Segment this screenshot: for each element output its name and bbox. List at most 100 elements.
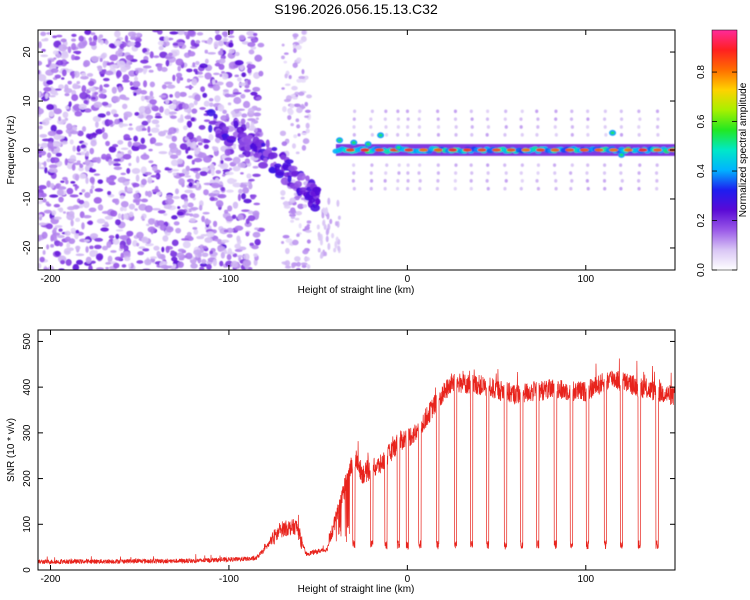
snr-x-axis-label: Height of straight line (km) xyxy=(298,584,415,595)
spectrogram-cell xyxy=(135,125,143,132)
spectrogram-cell xyxy=(322,207,326,214)
spectrogram-cell xyxy=(586,186,590,191)
spectrogram-cell xyxy=(83,200,90,209)
spectrogram-cell xyxy=(306,264,311,270)
spectrogram-cell xyxy=(233,120,239,129)
spectrogram-cell xyxy=(623,148,633,152)
spectrogram-cell xyxy=(406,171,410,175)
spectrogram-cell xyxy=(351,141,356,145)
spectrogram-cell xyxy=(190,117,196,122)
spectrogram-cell xyxy=(569,186,573,191)
spectrogram-cell xyxy=(383,186,387,191)
spectrogram-cell xyxy=(315,198,321,206)
spectrogram-cell xyxy=(74,232,79,240)
spectrogram-cell xyxy=(145,114,154,120)
spectrogram-cell xyxy=(504,125,508,129)
spectrogram-cell xyxy=(97,179,104,184)
spectrogram-cell xyxy=(184,31,188,36)
spectrogram-cell xyxy=(197,142,203,146)
spectrogram-cell xyxy=(53,57,57,60)
spectrogram-cell xyxy=(153,245,160,251)
spectrogram-cell xyxy=(554,179,558,183)
spectrogram-cell xyxy=(40,192,47,198)
spectrogram-cell xyxy=(169,146,179,154)
spectrogram-cell xyxy=(133,92,137,96)
spectrogram-cell xyxy=(298,223,302,229)
spectrogram-cell xyxy=(314,186,321,196)
spectrogram-cell xyxy=(120,172,127,176)
spectrogram-cell xyxy=(159,224,167,231)
spectrogram-cell xyxy=(175,58,184,66)
spectrogram-cell xyxy=(38,161,42,168)
spectrogram-cell xyxy=(225,113,229,120)
spectrogram-cell xyxy=(226,233,233,238)
snr-frame xyxy=(37,329,676,571)
spectrogram-cell xyxy=(569,117,574,121)
spectrogram-cell xyxy=(193,147,201,152)
spectrogram-cell xyxy=(284,83,291,86)
spectrogram-cell xyxy=(327,197,331,205)
spectrogram-cell xyxy=(204,237,213,244)
spectrogram-cell xyxy=(197,152,207,159)
spectrogram-cell xyxy=(396,133,400,137)
spectrogram-cell xyxy=(222,169,231,173)
spectrogram-cell xyxy=(74,111,83,117)
spectrogram-cell xyxy=(319,238,323,246)
spectrogram-cell xyxy=(123,206,127,212)
spectrogram-cell xyxy=(140,59,149,64)
spectrogram-cell xyxy=(233,96,242,105)
spectrogram-cell xyxy=(105,70,114,76)
spectrogram-cell xyxy=(126,230,134,237)
spectrogram-cell xyxy=(602,171,607,175)
spectrogram-cell xyxy=(333,247,337,253)
spectrogram-cell xyxy=(140,215,144,220)
spectrogram-cell xyxy=(215,122,221,127)
spectrogram-cell xyxy=(75,245,81,250)
spectrogram-cell xyxy=(417,171,421,175)
spectrogram-cell xyxy=(384,125,388,129)
snr-ticks: -200 -100 0 100 0 100 200 300 400 500 xyxy=(22,330,675,585)
spectrogram-cell xyxy=(61,69,67,77)
spectrogram-cell xyxy=(297,91,305,96)
spectrogram-cell xyxy=(90,32,96,36)
spectrogram-cell xyxy=(156,250,161,257)
spectrogram-cell xyxy=(56,60,64,66)
spectrogram-cell xyxy=(115,219,121,226)
spectrogram-cell xyxy=(184,213,191,216)
spectrogram-cell xyxy=(406,179,410,183)
spectrogram-cell xyxy=(58,196,64,203)
spectrogram-cell xyxy=(224,157,233,162)
spectrogram-cell xyxy=(46,79,54,85)
spectrogram-cell xyxy=(299,187,307,192)
spectrogram-cell xyxy=(195,40,201,44)
spectrogram-cell xyxy=(585,179,589,183)
spectrogram-y-tick-label: -20 xyxy=(22,240,33,255)
spectrogram-cell xyxy=(127,127,134,131)
spectrogram-cell xyxy=(304,109,311,113)
spectrogram-cell xyxy=(103,77,110,82)
spectrogram-cell xyxy=(232,156,241,165)
spectrogram-cell xyxy=(536,186,541,191)
spectrogram-cell xyxy=(255,96,262,101)
spectrogram-cell xyxy=(436,179,440,183)
snr-y-tick-label: 0 xyxy=(22,567,33,573)
spectrogram-cell xyxy=(369,171,373,175)
spectrogram-cell xyxy=(99,84,103,92)
spectrogram-cell xyxy=(140,137,145,144)
spectrogram-cell xyxy=(335,236,339,242)
spectrogram-cell xyxy=(148,148,153,152)
spectrogram-cell xyxy=(119,244,125,250)
snr-y-tick-label: 500 xyxy=(22,333,33,350)
spectrogram-cell xyxy=(197,251,202,258)
spectrogram-cell xyxy=(124,185,128,193)
snr-y-tick-label: 400 xyxy=(22,378,33,395)
spectrogram-cell xyxy=(144,205,153,213)
spectrogram-cell xyxy=(212,259,217,267)
spectrogram-cell xyxy=(249,242,254,247)
spectrogram-cell xyxy=(215,200,224,208)
spectrogram-cell xyxy=(263,157,268,164)
spectrogram-cell xyxy=(238,82,247,87)
spectrogram-cell xyxy=(46,244,50,250)
spectrogram-cell xyxy=(224,209,229,214)
spectrogram-cell xyxy=(238,246,247,251)
